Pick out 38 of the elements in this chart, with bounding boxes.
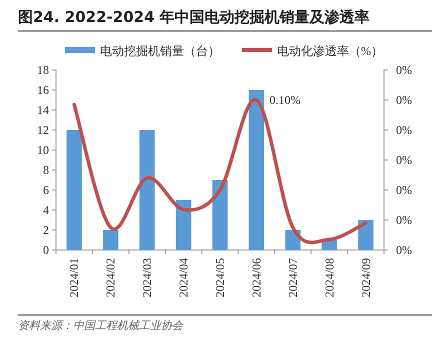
y-tick-label: 0 — [43, 243, 49, 257]
bar — [139, 130, 155, 250]
bar — [103, 230, 118, 250]
y2-tick-label: 0% — [396, 123, 412, 137]
x-tick-label: 2024/08 — [322, 258, 336, 298]
y2-tick-label: 0% — [396, 63, 412, 77]
y-tick-label: 6 — [43, 183, 49, 197]
x-tick-label: 2024/05 — [213, 258, 227, 298]
y2-tick-label: 0% — [396, 93, 412, 107]
bar — [176, 200, 192, 250]
legend-label: 电动挖掘机销量（台） — [100, 44, 220, 58]
y-tick-label: 8 — [43, 163, 49, 177]
bar — [66, 130, 82, 250]
chart-title: 图24. 2022-2024 年中国电动挖掘机销量及渗透率 — [18, 8, 370, 26]
x-tick-label: 2024/07 — [286, 258, 300, 298]
x-tick-label: 2024/03 — [140, 258, 154, 298]
y-tick-label: 18 — [37, 63, 49, 77]
y-tick-label: 14 — [37, 103, 49, 117]
x-tick-label: 2024/02 — [104, 258, 118, 298]
y-tick-label: 12 — [37, 123, 49, 137]
y-tick-label: 2 — [43, 223, 49, 237]
legend-label: 电动化渗透率（%） — [277, 44, 383, 58]
y2-tick-label: 0% — [396, 153, 412, 167]
bar — [248, 90, 264, 250]
x-tick-label: 2024/09 — [358, 258, 373, 298]
x-tick-label: 2024/04 — [176, 258, 191, 298]
x-tick-label: 2024/01 — [67, 258, 82, 298]
y2-tick-label: 0% — [396, 183, 412, 197]
y-tick-label: 4 — [43, 203, 49, 217]
x-tick-label: 2024/06 — [249, 258, 264, 298]
annotation: 0.10% — [269, 93, 300, 107]
y-tick-label: 10 — [37, 143, 49, 157]
bar — [212, 180, 228, 250]
text: 资料来源：中国工程机械工业协会 — [18, 319, 184, 332]
y-tick-label: 16 — [37, 83, 49, 97]
y2-tick-label: 0% — [396, 243, 412, 257]
y2-tick-label: 0% — [396, 213, 412, 227]
bar — [358, 220, 374, 250]
